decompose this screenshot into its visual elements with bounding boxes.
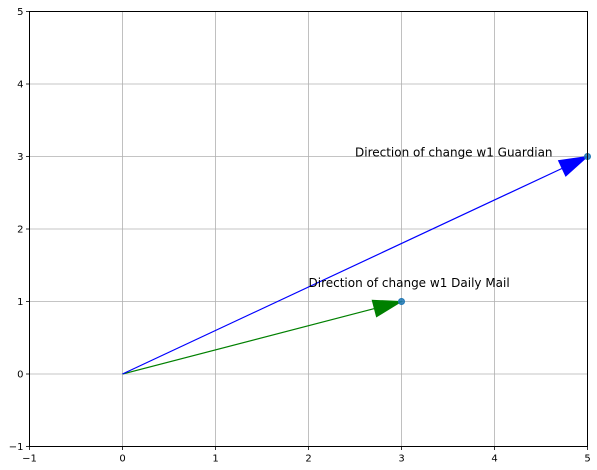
x-tick-label: 2 xyxy=(305,454,311,465)
vectors-layer xyxy=(122,155,590,375)
x-tick-label: 0 xyxy=(119,454,125,465)
y-tick-label: 5 xyxy=(17,7,23,18)
y-tick-label: 0 xyxy=(17,370,23,381)
vector-arrowhead xyxy=(557,155,590,177)
vector-annotation: Direction of change w1 Guardian xyxy=(355,146,553,160)
endpoint-marker xyxy=(398,298,405,305)
vector-annotation: Direction of change w1 Daily Mail xyxy=(309,276,510,290)
grid-lines xyxy=(29,11,588,447)
vector-shaft xyxy=(122,167,563,375)
x-tick-label: 1 xyxy=(212,454,218,465)
y-tick-label: 4 xyxy=(17,80,23,91)
y-axis-ticks: −1 0 1 2 3 4 5 xyxy=(9,7,30,453)
y-tick-label: 1 xyxy=(17,297,23,308)
y-tick-label: 3 xyxy=(17,152,23,163)
y-tick-label: −1 xyxy=(9,442,24,453)
x-axis-ticks: −1 0 1 2 3 4 5 xyxy=(22,446,591,465)
points-layer xyxy=(398,153,591,305)
vector-shaft xyxy=(122,307,375,375)
x-tick-label: 4 xyxy=(491,454,497,465)
annotations-layer: Direction of change w1 Daily Mail Directi… xyxy=(309,146,553,291)
y-tick-label: 2 xyxy=(17,225,23,236)
x-tick-label: 3 xyxy=(398,454,404,465)
vector-arrowhead xyxy=(371,299,404,318)
x-tick-label: 5 xyxy=(584,454,590,465)
x-tick-label: −1 xyxy=(22,454,37,465)
